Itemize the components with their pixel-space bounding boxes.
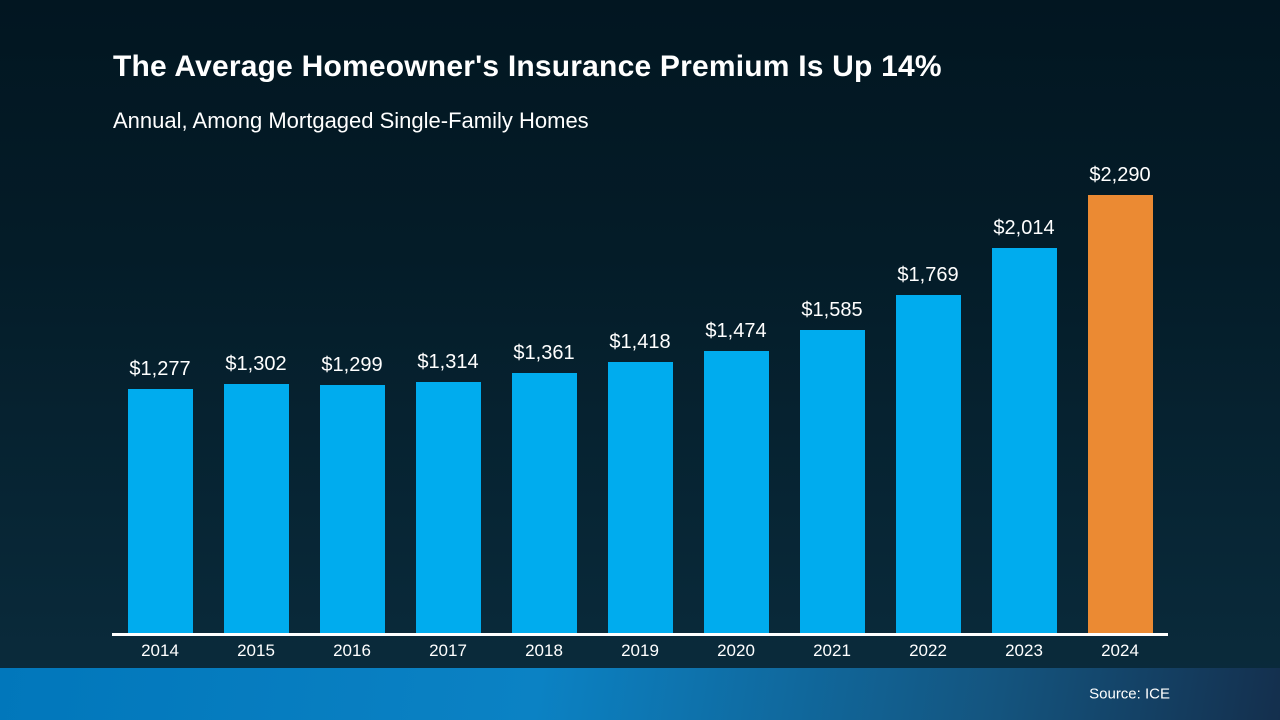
bar-group-2016: $1,299: [304, 161, 400, 633]
bar-2018: [511, 373, 577, 633]
bar-group-2021: $1,585: [784, 161, 880, 633]
x-axis-label-2019: 2019: [621, 641, 659, 660]
bar-value-label-2019: $1,418: [609, 331, 671, 353]
chart-title: The Average Homeowner's Insurance Premiu…: [113, 50, 942, 83]
bar-2023: [991, 248, 1057, 633]
bar-value-label-2015: $1,302: [225, 353, 287, 375]
bar-2021: [799, 330, 865, 633]
bar-group-2020: $1,474: [688, 161, 784, 633]
bar-group-2014: $1,277: [112, 161, 208, 633]
bar-value-label-2018: $1,361: [513, 342, 575, 364]
bar-group-2022: $1,769: [880, 161, 976, 633]
x-axis-label-2020: 2020: [717, 641, 755, 660]
x-axis-label-2021: 2021: [813, 641, 851, 660]
bar-group-2023: $2,014: [976, 161, 1072, 633]
plot-area: $1,277 $1,302 $1,299 $1,314 $1,361 $1,418 $1,4…: [112, 161, 1168, 633]
x-axis-label-2024: 2024: [1101, 641, 1139, 660]
bar-2024: [1087, 195, 1153, 633]
bar-group-2015: $1,302: [208, 161, 304, 633]
bar-value-label-2024: $2,290: [1089, 164, 1151, 186]
x-axis-label-2018: 2018: [525, 641, 563, 660]
x-axis-label-2016: 2016: [333, 641, 371, 660]
bar-chart: $1,277 $1,302 $1,299 $1,314 $1,361 $1,418 $1,4…: [112, 161, 1168, 661]
x-axis-labels: 2014 2015 2016 2017 2018 2019 2020 2021 2022 2023…: [112, 641, 1168, 661]
x-axis-label-2015: 2015: [237, 641, 275, 660]
bar-2014: [127, 389, 193, 633]
bar-2016: [319, 385, 385, 633]
footer-band: Source: ICE: [0, 668, 1280, 720]
bar-value-label-2022: $1,769: [897, 264, 959, 286]
bar-2019: [607, 362, 673, 633]
bar-2022: [895, 295, 961, 633]
bar-value-label-2014: $1,277: [129, 358, 191, 380]
x-axis-label-2017: 2017: [429, 641, 467, 660]
bar-value-label-2017: $1,314: [417, 351, 479, 373]
chart-header: The Average Homeowner's Insurance Premiu…: [113, 50, 942, 134]
source-label: Source: ICE: [1089, 685, 1170, 703]
bar-value-label-2016: $1,299: [321, 354, 383, 376]
x-axis-label-2014: 2014: [141, 641, 179, 660]
bar-2015: [223, 384, 289, 633]
bar-value-label-2023: $2,014: [993, 217, 1055, 239]
bar-value-label-2021: $1,585: [801, 299, 863, 321]
bar-2017: [415, 382, 481, 633]
chart-subtitle: Annual, Among Mortgaged Single-Family Ho…: [113, 108, 589, 133]
x-axis-label-2022: 2022: [909, 641, 947, 660]
bar-2020: [703, 351, 769, 633]
x-axis-line: [112, 633, 1168, 636]
bar-group-2019: $1,418: [592, 161, 688, 633]
bar-group-2024: $2,290: [1072, 161, 1168, 633]
bar-value-label-2020: $1,474: [705, 320, 767, 342]
x-axis-label-2023: 2023: [1005, 641, 1043, 660]
bar-group-2017: $1,314: [400, 161, 496, 633]
bar-group-2018: $1,361: [496, 161, 592, 633]
